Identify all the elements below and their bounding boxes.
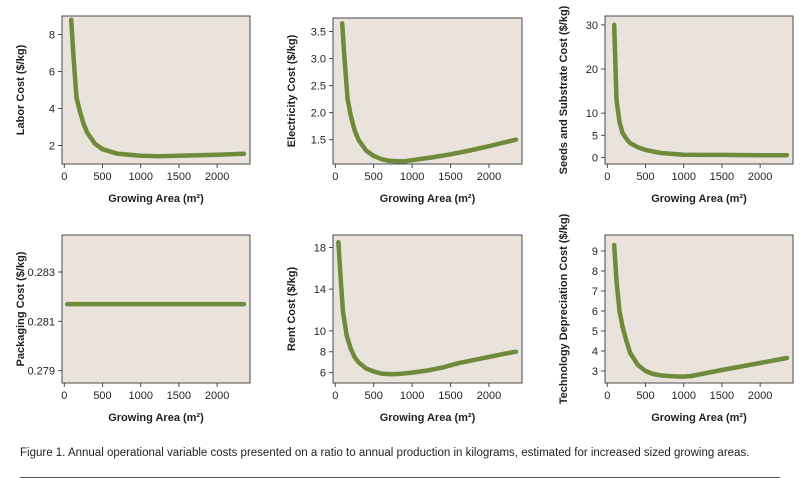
y-axis-label: Packaging Cost ($/kg) <box>15 251 27 366</box>
series-line <box>611 22 790 158</box>
y-tick-label: 2.5 <box>311 81 326 93</box>
x-tick-label: 0 <box>332 390 338 402</box>
x-tick-label: 500 <box>365 390 383 402</box>
x-axis-label: Growing Area (m²) <box>651 193 747 205</box>
plot-area <box>61 234 251 384</box>
x-tick-label: 1500 <box>710 390 734 402</box>
x-tick-label: 500 <box>365 171 383 183</box>
y-tick-label: 0.279 <box>27 366 55 378</box>
y-tick-label: 18 <box>314 243 326 255</box>
x-axis-label: Growing Area (m²) <box>108 412 204 424</box>
x-tick-label: 1500 <box>710 171 734 183</box>
y-axis-label: Technology Depreciation Cost ($/kg) <box>558 213 570 404</box>
chart-panel-5: 0 500 1000 1500 2000 6 8 10 14 18 Growing Area (m²… <box>286 234 523 424</box>
series-line <box>611 242 790 379</box>
x-tick-label: 1500 <box>167 390 191 402</box>
y-tick-label: 4 <box>592 346 598 358</box>
y-tick-label: 8 <box>320 347 326 359</box>
chart-panel-2: 0 500 1000 1500 2000 1.5 2.0 2.5 3.0 3.5 Growing A… <box>286 17 523 205</box>
y-tick-label: 4 <box>49 104 55 116</box>
x-tick-label: 1000 <box>671 390 695 402</box>
x-tick-label: 0 <box>61 171 67 183</box>
x-tick-label: 1000 <box>400 171 424 183</box>
x-axis-label: Growing Area (m²) <box>380 412 476 424</box>
x-tick-label: 0 <box>332 171 338 183</box>
x-axis-label: Growing Area (m²) <box>651 412 747 424</box>
x-tick-label: 1000 <box>128 171 152 183</box>
y-tick-label: 3.0 <box>311 54 326 66</box>
x-tick-label: 500 <box>636 390 654 402</box>
x-tick-label: 0 <box>61 390 67 402</box>
x-tick-label: 2000 <box>477 390 501 402</box>
y-tick-label: 14 <box>314 284 326 296</box>
plot-area <box>61 15 251 165</box>
caption-divider <box>20 477 780 478</box>
x-tick-label: 500 <box>93 171 111 183</box>
y-tick-label: 6 <box>49 67 55 79</box>
y-tick-label: 6 <box>320 368 326 380</box>
series-line <box>336 240 519 377</box>
x-tick-label: 2000 <box>205 171 229 183</box>
y-tick-label: 0 <box>592 152 598 164</box>
plot-area <box>604 15 794 165</box>
y-tick-label: 5 <box>592 326 598 338</box>
chart-panel-1: 0 500 1000 1500 2000 2 4 6 8 Growing Area (m²) Lab… <box>15 15 251 205</box>
plot-area <box>604 234 794 384</box>
x-tick-label: 500 <box>636 171 654 183</box>
x-tick-label: 1500 <box>438 171 462 183</box>
y-tick-label: 6 <box>592 306 598 318</box>
x-tick-label: 2000 <box>748 171 772 183</box>
y-tick-label: 5 <box>592 130 598 142</box>
chart-panel-3: 0 500 1000 1500 2000 0 5 10 20 30 Growing Area (m²… <box>558 5 794 205</box>
y-axis-label: Electricity Cost ($/kg) <box>286 34 298 147</box>
y-tick-label: 2.0 <box>311 108 326 120</box>
y-tick-label: 8 <box>592 266 598 278</box>
plot-area <box>332 17 523 165</box>
x-tick-label: 1000 <box>671 171 695 183</box>
x-tick-label: 2000 <box>205 390 229 402</box>
y-tick-label: 10 <box>586 108 598 120</box>
x-tick-label: 1000 <box>128 390 152 402</box>
chart-panel-6: 0 500 1000 1500 2000 3 4 5 6 7 8 9 Growing Area (m²)… <box>558 213 794 424</box>
y-tick-label: 30 <box>586 20 598 32</box>
y-axis-label: Labor Cost ($/kg) <box>15 44 27 135</box>
series-line <box>68 17 247 159</box>
x-tick-label: 1500 <box>438 390 462 402</box>
y-tick-label: 2 <box>49 141 55 153</box>
plot-area <box>332 234 523 384</box>
y-tick-label: 7 <box>592 286 598 298</box>
y-axis-label: Seeds and Substrate Cost ($/kg) <box>558 5 570 174</box>
y-tick-label: 8 <box>49 30 55 42</box>
y-tick-label: 10 <box>314 326 326 338</box>
y-tick-label: 0.283 <box>27 267 55 279</box>
y-axis-label: Rent Cost ($/kg) <box>286 266 298 351</box>
y-tick-label: 9 <box>592 246 598 258</box>
y-tick-label: 3.5 <box>311 27 326 39</box>
y-tick-label: 3 <box>592 366 598 378</box>
y-tick-label: 20 <box>586 64 598 76</box>
x-tick-label: 1000 <box>400 390 424 402</box>
x-tick-label: 2000 <box>477 171 501 183</box>
x-axis-label: Growing Area (m²) <box>108 193 204 205</box>
chart-panel-4: 0 500 1000 1500 2000 0.279 0.281 0.283 Growing A… <box>15 234 251 424</box>
y-tick-label: 0.281 <box>27 316 55 328</box>
x-tick-label: 0 <box>604 390 610 402</box>
x-tick-label: 1500 <box>167 171 191 183</box>
x-tick-label: 2000 <box>748 390 772 402</box>
x-tick-label: 500 <box>93 390 111 402</box>
x-axis-label: Growing Area (m²) <box>380 193 476 205</box>
series-line <box>339 21 519 164</box>
x-tick-label: 0 <box>604 171 610 183</box>
figure-caption: Figure 1. Annual operational variable co… <box>20 447 750 459</box>
y-tick-label: 1.5 <box>311 135 326 147</box>
